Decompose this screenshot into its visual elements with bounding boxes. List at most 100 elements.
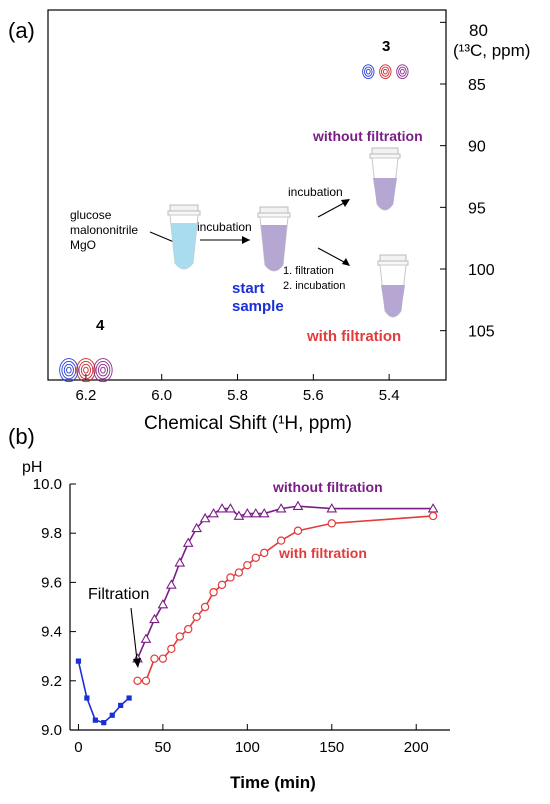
data-point (184, 624, 193, 634)
data-point (200, 602, 210, 612)
b-y-tick-label: 9.6 (41, 574, 62, 591)
b-y-tick-label: 9.4 (41, 624, 62, 641)
panel-a-y-top-label: 80 (469, 21, 488, 40)
data-point (225, 503, 236, 513)
a-y-tick-label: 90 (468, 139, 486, 156)
panel-a-x-ticks: 6.2 6.0 5.8 5.6 5.4 (75, 374, 400, 404)
arrow-without-filtration-head (341, 199, 350, 207)
panel-b-y-ticks: 9.0 9.2 9.4 9.6 9.8 10.0 (33, 476, 76, 739)
data-point (327, 519, 336, 528)
data-point (133, 676, 142, 686)
cross-peak-contour (396, 64, 409, 80)
reagent-glucose: glucose (70, 208, 112, 222)
cross-peak-contour (76, 358, 96, 383)
data-point (428, 511, 438, 521)
cross-peak-contour (93, 358, 113, 383)
start-sample-label-2: sample (232, 298, 284, 315)
tube-reagents-icon (167, 204, 201, 270)
cross-peak-contour (59, 358, 79, 383)
step-filtration-label: 1. filtration (283, 265, 334, 277)
a-y-tick-label: 95 (468, 200, 486, 217)
a-x-tick-label: 5.8 (227, 387, 248, 404)
without-filtration-label: without filtration (312, 128, 423, 144)
data-point (92, 717, 98, 723)
arrow-incubation-1-head (242, 236, 250, 244)
arrow-with-filtration (317, 247, 345, 263)
filtration-annotation: Filtration (88, 586, 149, 603)
data-point (209, 588, 218, 597)
series-line (77, 660, 130, 724)
tube-without-filtration-icon (369, 147, 401, 211)
legend-without-filtration: without filtration (272, 479, 383, 495)
panel-a-y-ticks: 85 90 95 100 105 (440, 21, 495, 341)
arrow-without-filtration (317, 202, 345, 218)
reagent-pointer-line (149, 231, 175, 243)
data-point (149, 613, 160, 624)
data-point (233, 510, 245, 520)
b-y-tick-label: 9.2 (41, 673, 62, 690)
arrow-with-filtration-head (342, 258, 350, 266)
peak-3-label: 3 (382, 38, 390, 55)
tube-with-filtration-icon (377, 254, 409, 318)
data-point (275, 503, 287, 513)
data-point (217, 580, 227, 590)
reagents-label: glucose malononitrile MgO (70, 208, 138, 252)
data-point (260, 548, 269, 558)
data-point (208, 508, 219, 518)
panel-b-x-ticks: 0 50 100 150 200 (74, 724, 429, 756)
data-point (276, 536, 286, 545)
b-y-tick-label: 9.0 (41, 722, 62, 739)
reagent-mgo: MgO (70, 238, 96, 252)
with-filtration-label: with filtration (306, 328, 401, 345)
data-point (157, 599, 169, 609)
data-point (141, 676, 151, 686)
data-point (174, 557, 186, 567)
a-x-tick-label: 6.0 (151, 387, 172, 404)
data-point (101, 720, 107, 726)
panel-a-x-axis-label: Chemical Shift (¹H, ppm) (144, 413, 352, 434)
b-x-tick-label: 100 (235, 739, 260, 756)
data-point (165, 579, 177, 589)
legend-with-filtration: with filtration (278, 545, 367, 561)
b-y-tick-label: 9.8 (41, 525, 62, 542)
panel-b-y-axis-label: pH (22, 459, 42, 476)
a-y-tick-label: 100 (468, 262, 495, 279)
start-sample-label-1: start (232, 280, 265, 297)
data-point (109, 712, 115, 718)
data-point (292, 500, 304, 510)
b-x-tick-label: 150 (319, 739, 344, 756)
data-point (158, 654, 168, 663)
data-point (167, 644, 176, 654)
data-point (251, 553, 260, 563)
data-point (199, 512, 211, 523)
b-x-tick-label: 200 (404, 739, 429, 756)
data-point (175, 632, 184, 641)
tube-start-sample-icon (257, 206, 291, 272)
data-point (241, 508, 253, 518)
data-point (140, 633, 152, 643)
panel-b-label: (b) (8, 424, 35, 449)
nmr-cross-peaks (59, 64, 409, 383)
incubation-2-label: incubation (288, 185, 343, 199)
reagent-malononitrile: malononitrile (70, 223, 138, 237)
a-x-tick-label: 5.6 (303, 387, 324, 404)
panel-a-y-axis-label: (¹³C, ppm) (453, 41, 530, 60)
step-incubation-label: 2. incubation (283, 280, 345, 292)
panel-b-x-axis-label: Time (min) (230, 773, 316, 792)
cross-peak-contour (362, 64, 375, 80)
data-point (250, 508, 262, 518)
panel-a-frame (47, 9, 447, 381)
filtration-arrow-head (133, 658, 141, 668)
b-x-tick-label: 0 (74, 739, 82, 756)
a-y-tick-label: 105 (468, 324, 495, 341)
data-point (326, 503, 338, 513)
series-line (137, 515, 434, 682)
incubation-1-label: incubation (197, 220, 252, 234)
filtration-arrow (130, 607, 138, 661)
data-point (216, 503, 228, 513)
panel-a-label: (a) (8, 18, 35, 43)
b-y-tick-label: 10.0 (33, 476, 62, 493)
data-point (126, 695, 132, 701)
data-point (84, 695, 90, 701)
